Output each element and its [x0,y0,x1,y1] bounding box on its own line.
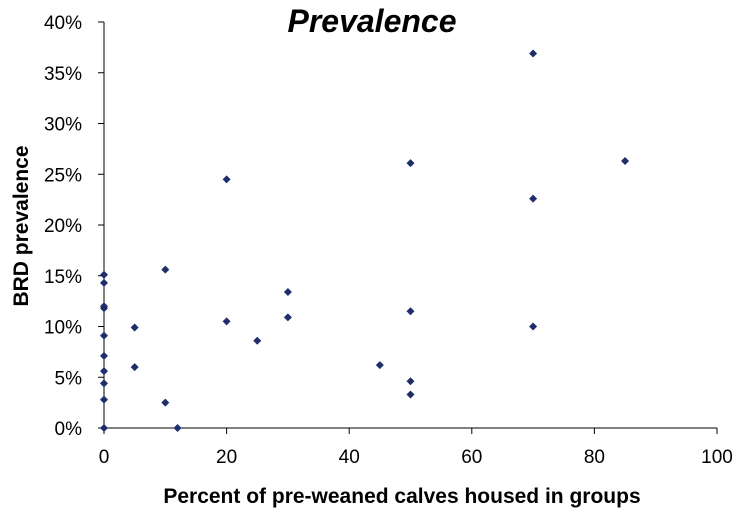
y-tick-label: 25% [44,165,82,186]
x-tick-label: 60 [461,447,482,468]
data-point [283,287,292,296]
x-axis-title: Percent of pre-weaned calves housed in g… [163,485,640,508]
y-tick-label: 0% [55,419,83,440]
data-point [375,361,384,370]
data-point [100,351,108,360]
x-tick-label: 0 [99,447,110,468]
y-axis: 0% 5% 10% 15% 20% 25% 30% 35% 40% [44,13,105,440]
y-tick-label: 20% [44,216,82,237]
data-points [100,49,630,432]
data-point [529,322,538,331]
y-tick-label: 10% [44,318,82,339]
x-axis: 0 20 40 60 80 100 [99,427,733,468]
data-point [130,363,139,372]
data-point [100,395,108,404]
x-tick-label: 80 [584,447,605,468]
y-tick-label: 30% [44,115,82,136]
y-tick-label: 35% [44,64,82,85]
y-tick-label: 5% [55,368,83,389]
data-point [100,304,108,313]
x-tick-label: 20 [216,447,237,468]
data-point [100,278,108,287]
data-point [406,307,415,316]
data-point [529,194,538,203]
data-point [222,317,231,326]
data-point [161,265,170,274]
data-point [222,175,231,184]
data-point [529,49,538,58]
y-axis-title: BRD prevalence [10,145,33,306]
data-point [100,331,108,340]
data-point [100,367,108,376]
data-point [100,424,108,432]
data-point [130,323,139,332]
data-point [253,336,262,345]
y-tick-label: 15% [44,267,82,288]
data-point [406,377,415,386]
y-tick-label: 40% [44,13,82,34]
data-point [100,379,108,388]
data-point [283,313,292,322]
data-point [621,157,630,166]
data-point [173,424,182,432]
data-point [406,159,415,168]
data-point [100,270,108,279]
data-point [161,398,170,407]
x-tick-label: 100 [701,447,733,468]
chart-title: Prevalence [287,3,456,39]
x-tick-label: 40 [339,447,360,468]
data-point [406,390,415,399]
